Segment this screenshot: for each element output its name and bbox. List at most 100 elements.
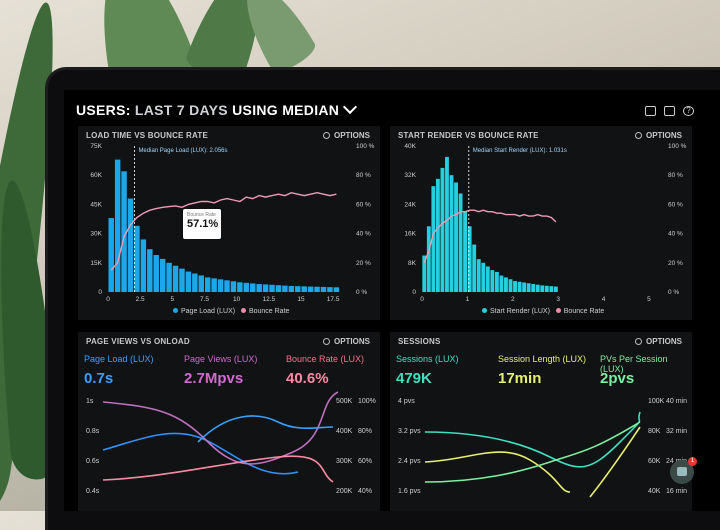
histogram-bar [314,286,320,292]
dashboard-header[interactable]: USERS: LAST 7 DAYS USING MEDIAN [76,99,358,118]
image-icon[interactable] [664,106,675,116]
histogram-bar [192,273,198,292]
monitor-icon[interactable] [645,106,656,116]
x-tick: 2 [511,296,515,303]
x-tick: 15 [297,296,305,303]
histogram-bar [179,268,185,292]
histogram-bar [333,287,340,292]
page-views-chart [102,391,339,483]
median-label: Median Start Render (LUX): 1.031s [473,148,567,154]
options-button[interactable]: OPTIONS [635,131,682,140]
y-tick: 4 pvs [398,398,415,405]
histogram-bar [476,259,481,292]
histogram-bar [508,279,513,292]
kpi-value: 479K [396,370,432,387]
histogram-bar [295,286,301,292]
histogram-bar [166,262,172,292]
options-button[interactable]: OPTIONS [635,337,682,346]
panel-title: PAGE VIEWS VS ONLOAD [86,337,190,346]
dashboard-screen: USERS: LAST 7 DAYS USING MEDIAN ? LOAD T… [64,90,720,511]
trend-line [589,426,641,498]
y-tick: 0.6s [86,458,100,465]
y-tick: 3.2 pvs [398,428,421,435]
chat-widget-button[interactable]: 1 [670,457,697,484]
histogram-bar [108,218,114,292]
histogram-bar [204,277,211,292]
chart-legend: Start Render (LUX) Bounce Rate [482,308,604,315]
help-icon[interactable]: ? [683,106,694,116]
x-tick: 10 [233,296,241,303]
toolbar: ? [645,106,694,116]
histogram-bar [249,283,256,292]
kpi-label: Page Views (LUX) [184,354,258,364]
histogram-bar [243,282,250,292]
y-right-tick: 0 % [668,289,679,296]
histogram-bar [422,255,427,292]
pageviews-line-2 [197,415,334,443]
y-tick: 40K [648,488,661,495]
panel-title: SESSIONS [398,337,441,346]
page-views-line [102,391,339,465]
y-left-tick: 0 [98,289,102,296]
kpi-value: 2.7Mpvs [184,370,244,387]
histogram-bar [472,244,477,292]
page-load-line [102,432,299,475]
y-left-tick: 15K [90,260,102,267]
y-tick: 60K [648,458,661,465]
y-right-tick: 60 % [668,201,683,208]
histogram-bar [121,171,127,292]
y-tick: 32 min [666,428,688,435]
histogram-bar [217,279,224,292]
start-render-chart: Median Start Render (LUX): 1.031s 40K 32K 2… [404,143,687,303]
x-tick: 0 [420,296,424,303]
y-left-tick: 32K [404,172,416,179]
histogram-bar [159,258,166,292]
y-tick: 200K [336,488,353,495]
histogram-bar [454,182,458,292]
chevron-down-icon[interactable] [343,99,358,115]
y-left-tick: 60K [90,172,102,179]
y-tick: 1.6 pvs [398,488,421,495]
load-time-chart: Median Page Load (LUX): 2.056s 75K 60K 45K 3… [90,143,374,303]
histogram-bar [435,178,440,292]
y-tick: 0.8s [86,428,100,435]
histogram-bar [301,286,307,292]
y-right-tick: 80 % [668,172,683,179]
median-label: Median Page Load (LUX): 2.056s [138,148,227,154]
header-metric: MEDIAN [282,102,340,118]
header-prefix: USERS: [76,102,131,118]
histogram-bar [147,249,153,292]
kpi-label: PVs Per Session (LUX) [600,354,668,374]
options-button[interactable]: OPTIONS [323,131,370,140]
bounce-rate-line [423,209,557,264]
options-button[interactable]: OPTIONS [323,337,370,346]
histogram-bar [531,283,536,292]
x-tick: 4 [602,296,606,303]
histogram-bar [224,280,230,292]
y-tick: 300K [336,458,353,465]
panel-title: START RENDER VS BOUNCE RATE [398,131,539,140]
histogram-bar [467,226,472,292]
histogram-bar [282,285,288,292]
y-right-tick: 100 % [668,143,687,150]
panel-title: LOAD TIME VS BOUNCE RATE [86,131,208,140]
chart-legend: Page Load (LUX) Bounce Rate [173,308,289,315]
histogram-bar [490,270,495,292]
histogram-bar [426,226,431,292]
y-tick: 0.4s [86,488,100,495]
x-tick: 3 [556,296,560,303]
x-tick: 1 [466,296,470,303]
y-left-tick: 8K [408,260,417,267]
session-length-line [424,451,571,493]
kpi-value: 17min [498,370,542,387]
y-left-tick: 24K [404,201,416,208]
bounce-rate-line [110,191,337,271]
header-using: USING [232,102,278,118]
histogram-bar [526,283,531,292]
histogram-bar [499,275,504,292]
kpi-value: 0.7s [84,370,114,387]
histogram-bar [198,275,205,292]
y-right-tick: 20 % [668,260,683,267]
y-tick: 16 min [666,488,688,495]
y-left-tick: 30K [90,231,102,238]
